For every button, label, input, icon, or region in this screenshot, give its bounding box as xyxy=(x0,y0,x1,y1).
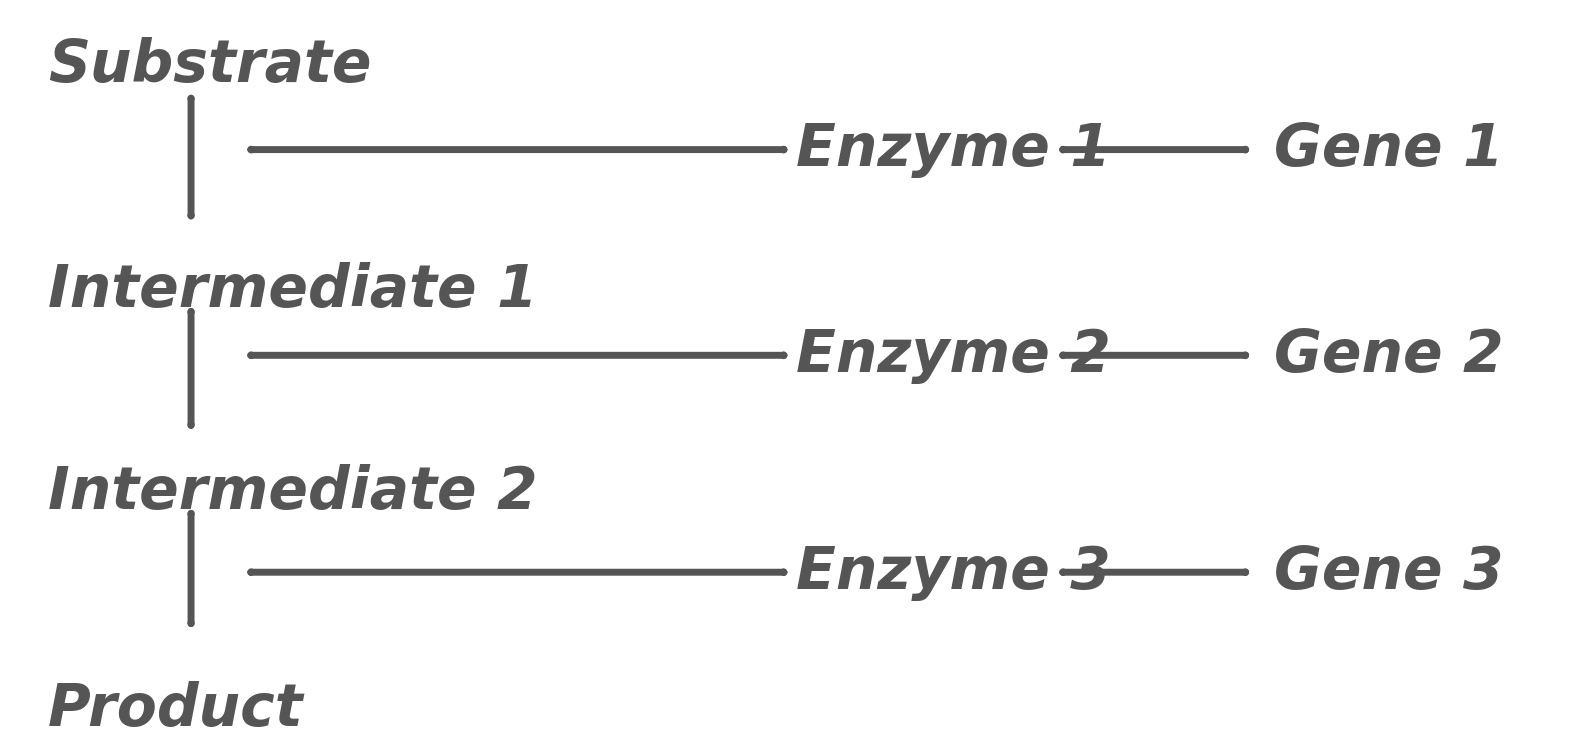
Text: Enzyme 3: Enzyme 3 xyxy=(796,544,1111,601)
Text: Gene 3: Gene 3 xyxy=(1274,544,1503,601)
Text: Intermediate 1: Intermediate 1 xyxy=(48,262,538,319)
Text: Intermediate 2: Intermediate 2 xyxy=(48,464,538,521)
Text: Gene 2: Gene 2 xyxy=(1274,327,1503,384)
Text: Enzyme 2: Enzyme 2 xyxy=(796,327,1111,384)
Text: Substrate: Substrate xyxy=(48,37,371,94)
Text: Product: Product xyxy=(48,681,304,738)
Text: Enzyme 1: Enzyme 1 xyxy=(796,121,1111,178)
Text: Gene 1: Gene 1 xyxy=(1274,121,1503,178)
